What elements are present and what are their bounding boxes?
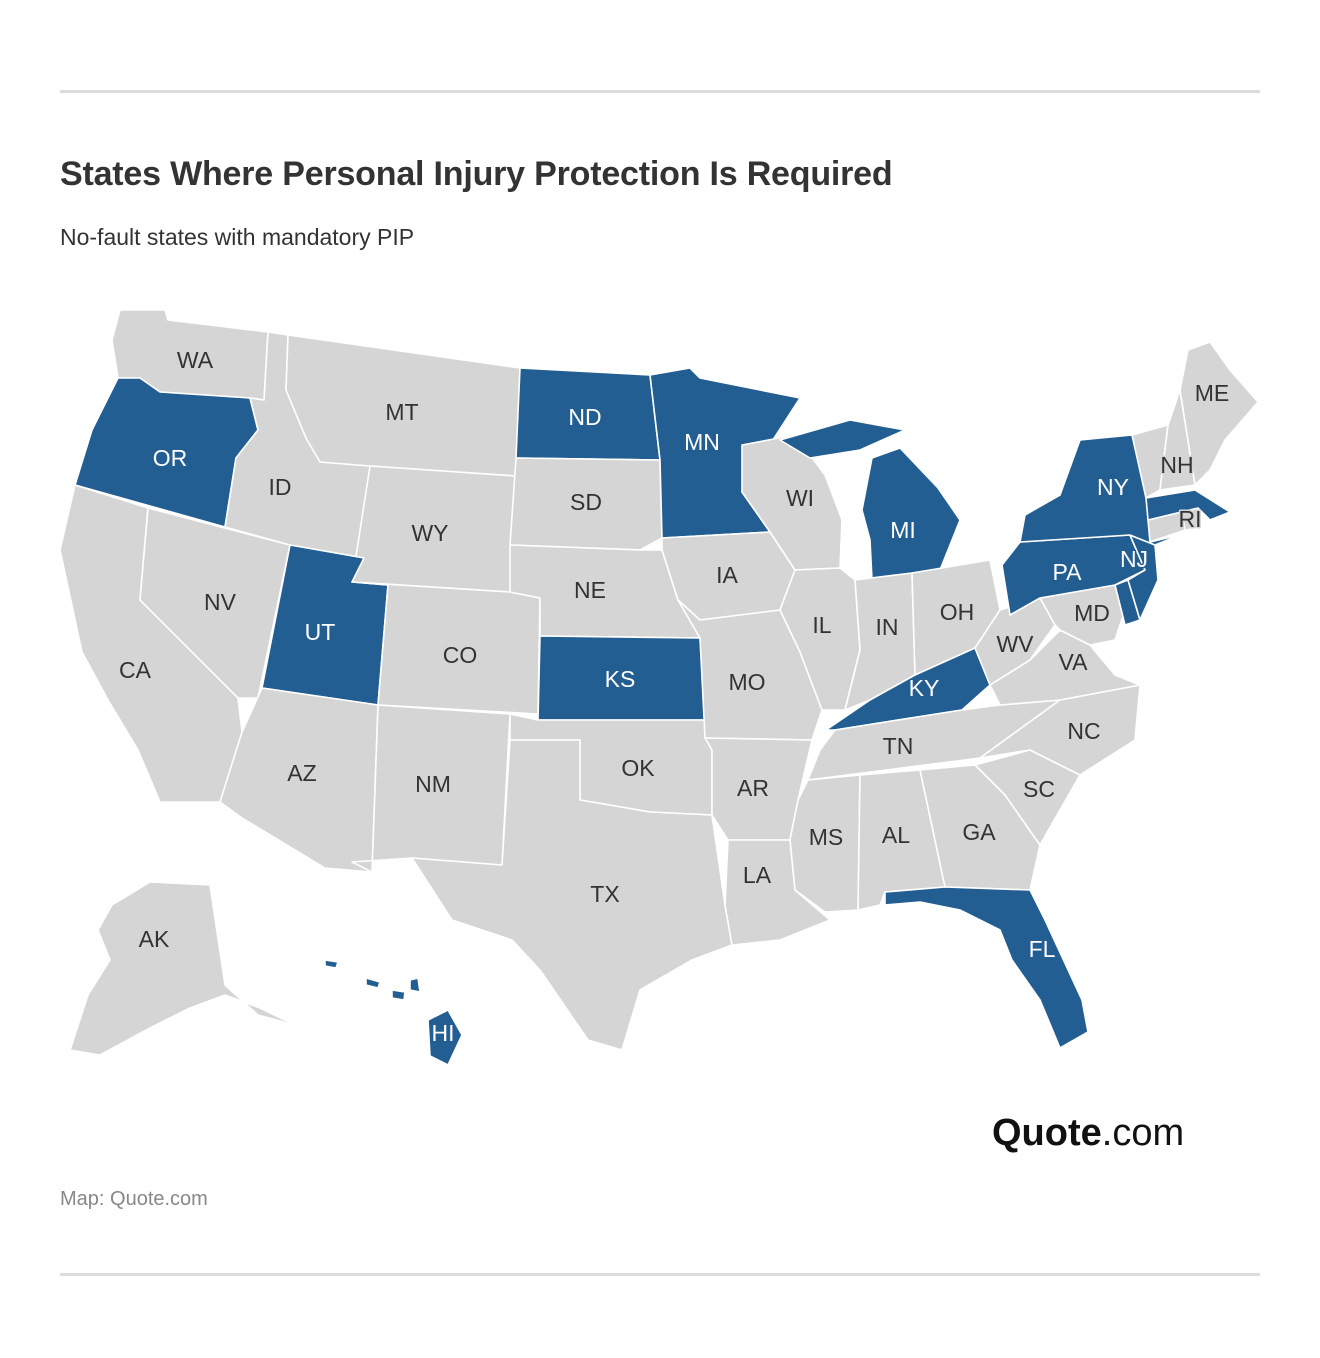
state-label-nv: NV	[204, 589, 237, 615]
state-label-mo: MO	[728, 669, 765, 695]
bottom-divider	[60, 1273, 1260, 1276]
state-label-nj: NJ	[1120, 546, 1148, 572]
state-tx	[411, 739, 733, 1051]
state-label-sd: SD	[570, 489, 602, 515]
state-shapes	[59, 309, 1259, 1066]
state-hi	[324, 959, 463, 1066]
state-label-ut: UT	[305, 619, 336, 645]
state-label-wa: WA	[177, 347, 214, 373]
state-label-nd: ND	[568, 404, 601, 430]
state-fl	[884, 886, 1089, 1049]
state-label-ia: IA	[716, 562, 738, 588]
state-label-ok: OK	[621, 755, 655, 781]
state-me	[1179, 341, 1259, 486]
state-ma	[1145, 489, 1231, 521]
state-label-ms: MS	[809, 824, 844, 850]
us-map: WA OR CA NV ID MT WY UT AZ CO NM ND SD NE KS OK TX MN IA MO…	[59, 309, 1259, 1066]
state-label-nh: NH	[1160, 452, 1193, 478]
state-label-in: IN	[876, 614, 899, 640]
map-title: States Where Personal Injury Protection …	[60, 155, 893, 193]
state-label-mt: MT	[385, 399, 418, 425]
state-label-tn: TN	[883, 733, 914, 759]
state-label-nm: NM	[415, 771, 451, 797]
state-label-ar: AR	[737, 775, 769, 801]
state-label-pa: PA	[1053, 559, 1083, 585]
state-label-ri: RI	[1179, 506, 1202, 532]
state-label-ks: KS	[605, 666, 636, 692]
state-label-az: AZ	[287, 760, 316, 786]
top-divider	[60, 90, 1260, 93]
state-label-md: MD	[1074, 600, 1110, 626]
state-label-me: ME	[1195, 380, 1230, 406]
state-label-wi: WI	[786, 485, 814, 511]
quote-logo: Quote.com	[992, 1112, 1185, 1154]
state-label-oh: OH	[940, 599, 975, 625]
state-label-fl: FL	[1029, 936, 1056, 962]
state-label-ga: GA	[962, 819, 996, 845]
state-label-wv: WV	[996, 631, 1034, 657]
state-ak	[69, 881, 296, 1056]
map-credit: Map: Quote.com	[60, 1188, 208, 1210]
state-label-hi: HI	[432, 1020, 455, 1046]
state-labels: WA OR CA NV ID MT WY UT AZ CO NM ND SD NE KS OK TX MN IA MO…	[118, 346, 1231, 1048]
state-va	[989, 629, 1141, 706]
state-label-il: IL	[812, 612, 831, 638]
state-label-la: LA	[743, 862, 772, 888]
state-label-va: VA	[1059, 649, 1089, 675]
state-label-ky: KY	[909, 675, 940, 701]
state-label-ne: NE	[574, 577, 606, 603]
state-label-mi: MI	[890, 517, 916, 543]
state-label-tx: TX	[590, 881, 619, 907]
map-subtitle: No-fault states with mandatory PIP	[60, 224, 415, 250]
state-label-al: AL	[882, 822, 910, 848]
state-sc	[974, 749, 1081, 846]
state-sd	[509, 457, 663, 551]
state-label-ak: AK	[139, 926, 170, 952]
state-label-wy: WY	[411, 520, 448, 546]
state-label-id: ID	[269, 474, 292, 500]
state-label-co: CO	[443, 642, 478, 668]
state-label-mn: MN	[684, 429, 720, 455]
state-ms	[789, 774, 861, 913]
state-label-ny: NY	[1097, 474, 1129, 500]
state-label-nc: NC	[1067, 718, 1100, 744]
state-label-or: OR	[153, 445, 188, 471]
state-label-sc: SC	[1023, 776, 1055, 802]
state-label-ca: CA	[119, 657, 152, 683]
